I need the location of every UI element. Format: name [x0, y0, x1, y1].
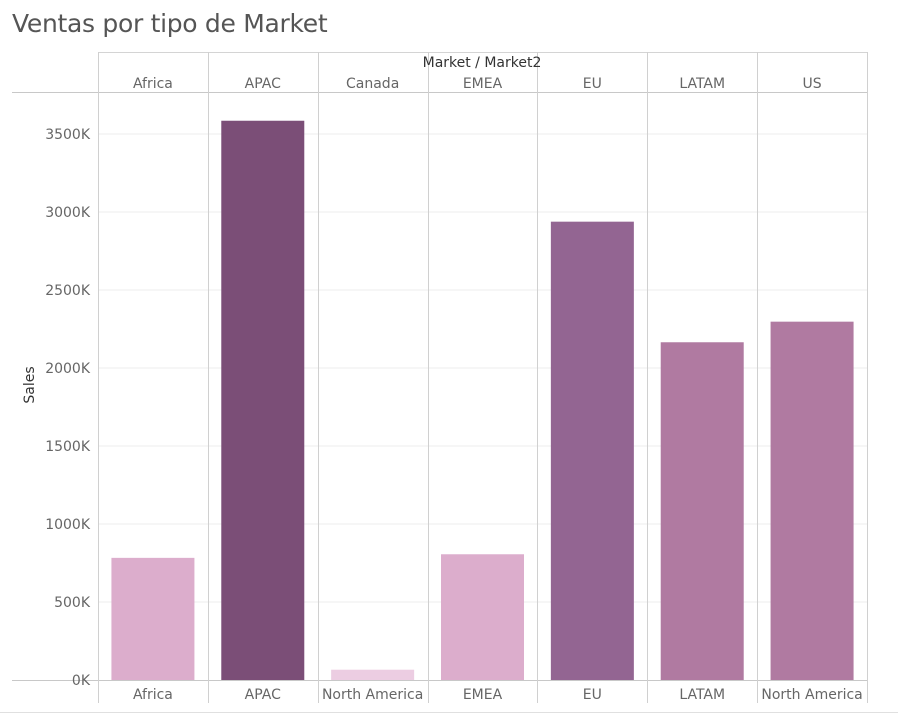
- bar-latam: [660, 342, 744, 680]
- y-tick-label: 3000K: [45, 205, 91, 221]
- market-header-label: Canada: [346, 76, 399, 92]
- y-axis-label: Sales: [22, 366, 38, 403]
- bar-africa: [111, 557, 195, 680]
- bar-canada: [331, 669, 415, 680]
- y-tick-label: 3500K: [45, 127, 91, 143]
- x-tick-label: LATAM: [679, 687, 725, 703]
- x-tick-label: Africa: [133, 687, 173, 703]
- y-tick-label: 1000K: [45, 517, 91, 533]
- y-tick-label: 2500K: [45, 283, 91, 299]
- market-header-label: LATAM: [679, 76, 725, 92]
- bars: [111, 120, 854, 681]
- market-header-label: EU: [583, 76, 602, 92]
- x-tick-label: North America: [322, 687, 423, 703]
- chart-title: Ventas por tipo de Market: [12, 9, 328, 38]
- bar-emea: [441, 554, 524, 680]
- bar-us: [770, 321, 854, 680]
- gridlines: [98, 133, 867, 603]
- y-tick-label: 0K: [72, 673, 91, 689]
- chart-frame: [0, 52, 898, 713]
- labels: Market / Market2 Sales 0K 500K 1000K 1500K 2…: [22, 55, 863, 703]
- bar-apac: [221, 120, 305, 681]
- market-header-label: US: [803, 76, 822, 92]
- y-tick-label: 1500K: [45, 439, 91, 455]
- market-header-label: APAC: [245, 76, 281, 92]
- market-header-label: Africa: [133, 76, 173, 92]
- x-tick-label: EU: [583, 687, 602, 703]
- x-tick-label: APAC: [245, 687, 281, 703]
- market-header-label: EMEA: [463, 76, 503, 92]
- y-tick-label: 2000K: [45, 361, 91, 377]
- column-header-label: Market / Market2: [423, 55, 542, 71]
- x-tick-label: EMEA: [463, 687, 503, 703]
- bar-eu: [550, 221, 634, 680]
- x-tick-label: North America: [761, 687, 862, 703]
- y-tick-label: 500K: [54, 595, 91, 611]
